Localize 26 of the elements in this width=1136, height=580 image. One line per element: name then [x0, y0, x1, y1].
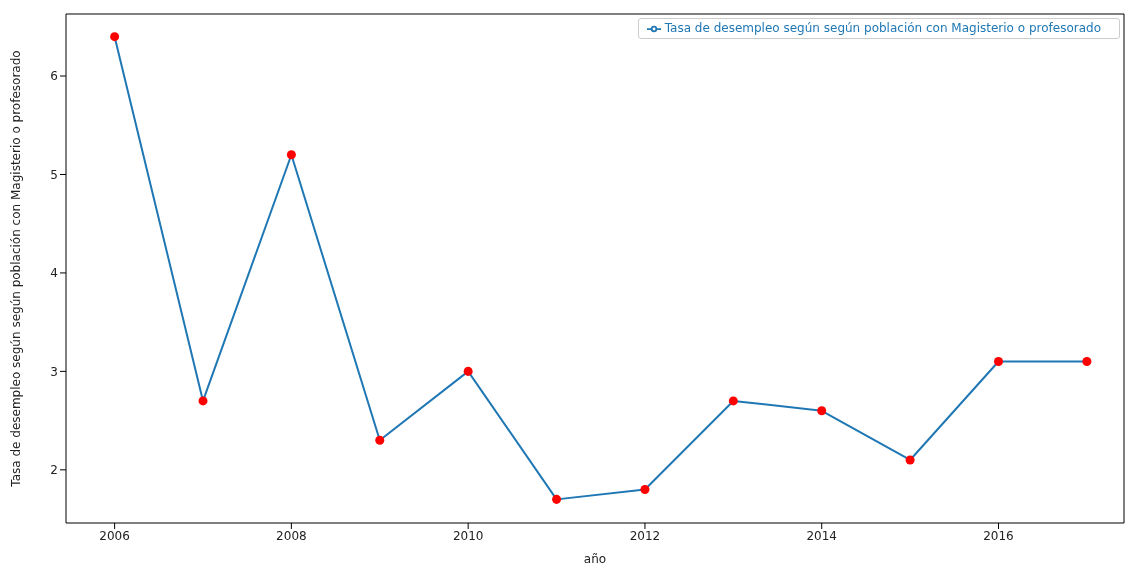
y-tick-label: 6 [50, 69, 58, 84]
y-tick-label: 5 [50, 167, 58, 182]
point [640, 485, 650, 495]
x-tick-label: 2014 [806, 528, 837, 543]
y-tick-label: 4 [50, 266, 58, 281]
point [1082, 357, 1092, 367]
x-tick-label: 2008 [276, 528, 307, 543]
x-tick-label: 2006 [99, 528, 130, 543]
x-tick-label: 2010 [452, 528, 484, 543]
y-axis-title: Tasa de desempleo según según población con Magisterio o profesorado [9, 50, 24, 488]
point [286, 150, 296, 160]
x-axis-title: año [583, 552, 607, 566]
point [728, 396, 738, 406]
point [817, 406, 827, 416]
point [198, 396, 208, 406]
y-tick-label: 2 [50, 463, 58, 478]
legend-label: Tasa de desempleo según según población con Magisterio o profesorado [664, 21, 1101, 35]
point [463, 366, 473, 376]
point [905, 455, 915, 465]
y-tick-label: 3 [50, 364, 58, 379]
point [375, 435, 385, 445]
point [993, 357, 1003, 367]
point [110, 32, 120, 42]
x-tick-label: 2016 [983, 528, 1014, 543]
x-tick-label: 2012 [629, 528, 661, 543]
point [552, 494, 562, 504]
